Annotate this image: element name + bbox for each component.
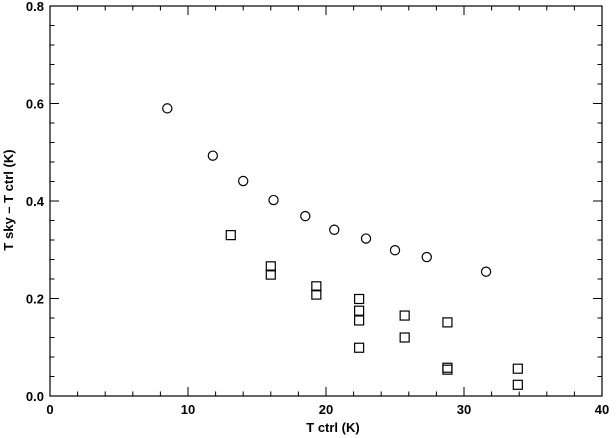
y-tick-label: 0.2 bbox=[26, 292, 44, 307]
x-tick-label: 40 bbox=[595, 402, 609, 417]
square-data-point bbox=[265, 269, 276, 280]
square-data-point bbox=[354, 342, 365, 353]
square-data-point bbox=[442, 317, 453, 328]
square-data-point bbox=[265, 261, 276, 272]
circle-data-point bbox=[207, 150, 219, 161]
circle-data-point bbox=[268, 194, 279, 206]
square-data-point bbox=[399, 332, 410, 343]
axes: 0 10 20 30 40 0.0 0.2 0.4 0.6 0.8 bbox=[26, 0, 609, 417]
square-data-point bbox=[311, 281, 322, 292]
x-tick-label: 0 bbox=[46, 402, 53, 417]
square-data-point bbox=[225, 230, 236, 241]
data-points bbox=[162, 103, 523, 390]
y-tick-label: 0.4 bbox=[26, 194, 45, 209]
y-axis-title: T sky – T ctrl (K) bbox=[1, 149, 16, 250]
square-data-point bbox=[442, 364, 453, 375]
square-data-point bbox=[311, 289, 322, 300]
y-tick-label: 0.8 bbox=[26, 0, 44, 14]
square-data-point bbox=[354, 293, 365, 305]
circle-data-point bbox=[162, 103, 173, 114]
circle-data-point bbox=[421, 251, 432, 263]
square-data-point bbox=[354, 315, 365, 326]
circle-data-point bbox=[389, 245, 401, 256]
circle-data-point bbox=[300, 210, 311, 222]
y-tick-label: 0.0 bbox=[26, 389, 44, 404]
x-tick-label: 10 bbox=[181, 402, 195, 417]
plot-frame bbox=[49, 5, 603, 397]
square-data-point bbox=[512, 379, 523, 390]
x-axis-title: T ctrl (K) bbox=[306, 420, 359, 435]
square-data-point bbox=[399, 310, 410, 321]
square-data-point bbox=[512, 363, 523, 374]
x-tick-label: 30 bbox=[457, 402, 471, 417]
circle-data-point bbox=[237, 175, 249, 187]
circle-data-point bbox=[329, 224, 340, 235]
x-tick-label: 20 bbox=[319, 402, 333, 417]
circle-data-point bbox=[480, 266, 492, 277]
circle-data-point bbox=[360, 233, 372, 244]
square-data-point bbox=[354, 305, 365, 316]
y-tick-label: 0.6 bbox=[26, 97, 44, 112]
